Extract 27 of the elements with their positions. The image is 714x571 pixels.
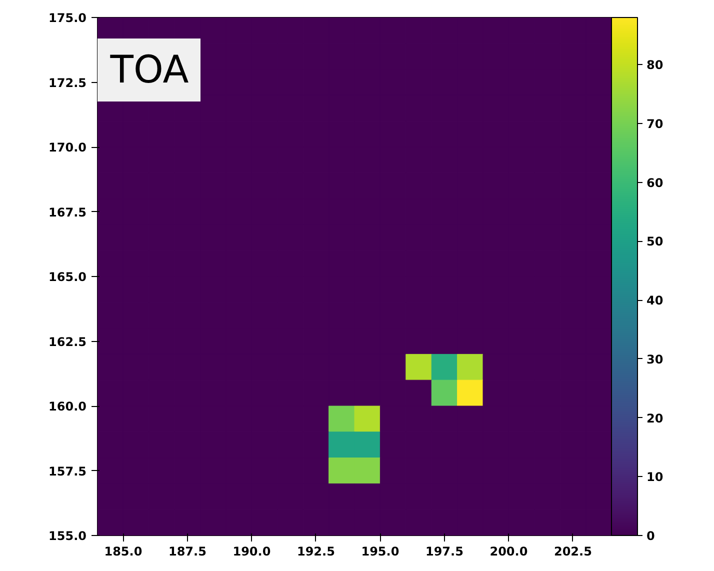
color-bar-label: 20 [646,411,664,426]
color-bar-label: 60 [646,176,664,190]
y-tick-label: 175.0 [48,11,87,25]
color-bar-label: 30 [646,352,664,366]
x-tick-label: 187.5 [168,544,206,558]
x-tick-label: 192.5 [296,544,335,558]
x-tick-label: 185.0 [104,544,142,558]
y-tick-label: 155.0 [48,529,87,543]
color-bar-label: 10 [646,470,664,484]
y-tick-label: 162.5 [48,334,87,349]
x-tick-label: 202.5 [554,544,592,558]
color-bar-label: 0 [646,529,655,543]
annotation: TOA [109,48,189,92]
y-tick-label: 157.5 [48,464,87,478]
y-tick-label: 165.0 [48,270,87,284]
y-tick-label: 172.5 [48,76,87,90]
color-bar-label: 40 [646,294,664,308]
color-bar-label: 50 [646,234,664,249]
x-tick-label: 200.0 [490,544,528,558]
x-tick-label: 190.0 [232,544,271,558]
y-tick-label: 160.0 [48,400,87,414]
y-tick-label: 167.5 [48,205,87,220]
x-tick-label: 197.5 [425,544,464,558]
color-bar-label: 80 [646,58,664,72]
x-tick-label: 195.0 [361,544,400,558]
color-bar-label: 70 [646,116,664,131]
y-tick-label: 170.0 [48,140,87,154]
